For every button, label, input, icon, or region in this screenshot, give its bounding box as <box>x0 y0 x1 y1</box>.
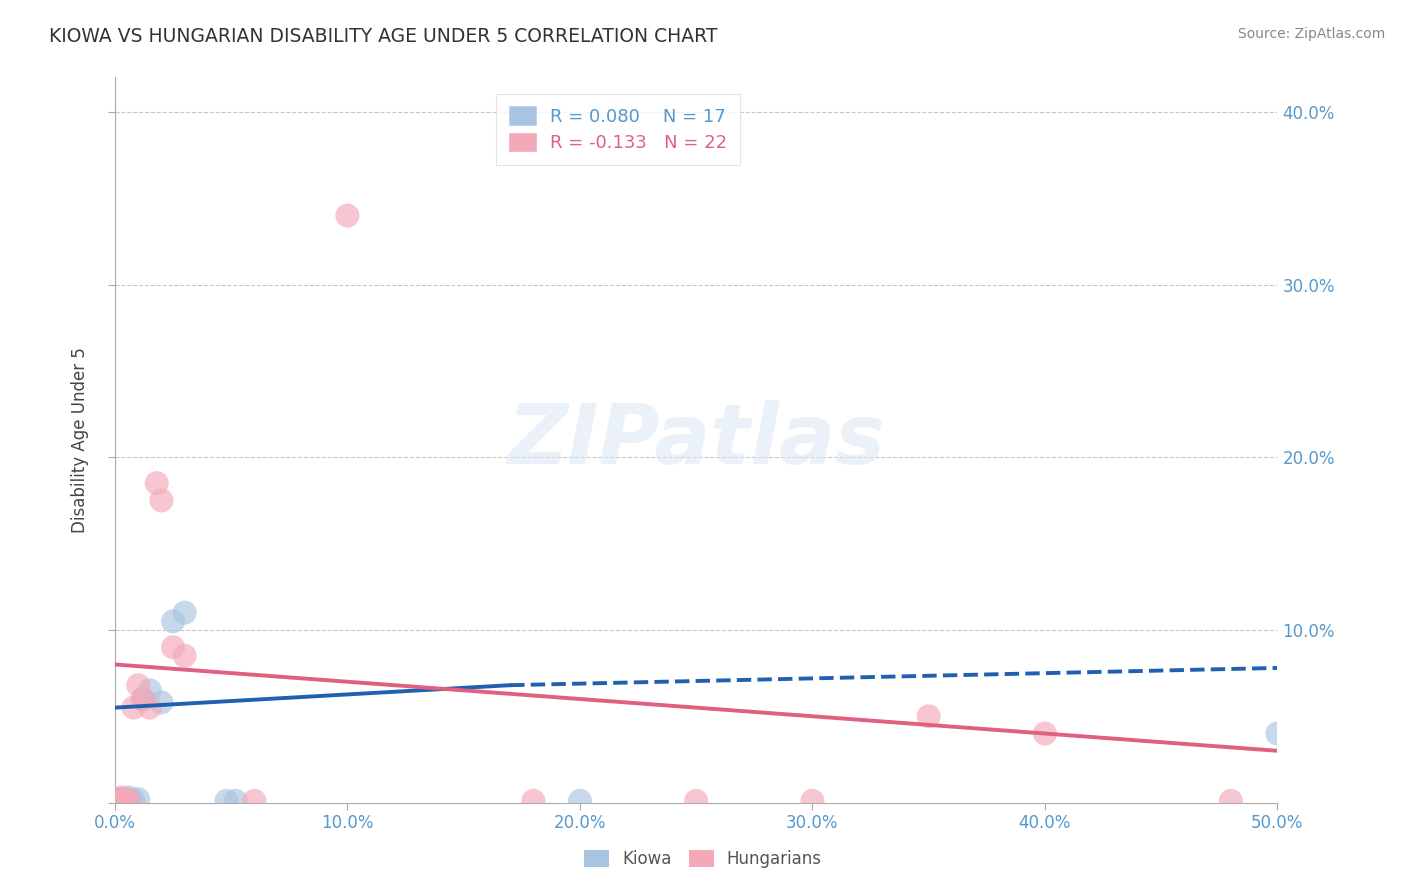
Point <box>118 790 141 805</box>
Point <box>685 794 707 808</box>
Point <box>243 794 266 808</box>
Point <box>115 794 138 808</box>
Point <box>1033 726 1056 740</box>
Point <box>112 792 135 806</box>
Point <box>215 794 238 808</box>
Point <box>122 794 145 808</box>
Legend: R = 0.080    N = 17, R = -0.133   N = 22: R = 0.080 N = 17, R = -0.133 N = 22 <box>496 94 740 165</box>
Point <box>108 794 131 808</box>
Point <box>105 794 128 808</box>
Text: Source: ZipAtlas.com: Source: ZipAtlas.com <box>1237 27 1385 41</box>
Point <box>132 692 155 706</box>
Point <box>127 678 149 692</box>
Point <box>115 792 138 806</box>
Point <box>162 640 184 655</box>
Point <box>118 794 141 808</box>
Point <box>801 794 824 808</box>
Point <box>122 700 145 714</box>
Point <box>111 794 134 808</box>
Point <box>522 794 544 808</box>
Point <box>162 615 184 629</box>
Point <box>105 792 128 806</box>
Point <box>336 209 359 223</box>
Point <box>173 606 195 620</box>
Point <box>150 493 173 508</box>
Point <box>568 794 591 808</box>
Point <box>132 692 155 706</box>
Point <box>1267 726 1289 740</box>
Point <box>150 696 173 710</box>
Point <box>1219 794 1241 808</box>
Point <box>225 794 247 808</box>
Point <box>139 700 162 714</box>
Legend: Kiowa, Hungarians: Kiowa, Hungarians <box>578 843 828 875</box>
Y-axis label: Disability Age Under 5: Disability Age Under 5 <box>72 347 89 533</box>
Text: KIOWA VS HUNGARIAN DISABILITY AGE UNDER 5 CORRELATION CHART: KIOWA VS HUNGARIAN DISABILITY AGE UNDER … <box>49 27 717 45</box>
Point <box>173 648 195 663</box>
Point <box>108 792 131 806</box>
Point <box>146 476 169 491</box>
Point <box>139 683 162 698</box>
Text: ZIPatlas: ZIPatlas <box>508 400 886 481</box>
Point <box>112 794 135 808</box>
Point <box>127 792 149 806</box>
Point <box>917 709 939 723</box>
Point <box>111 790 134 805</box>
